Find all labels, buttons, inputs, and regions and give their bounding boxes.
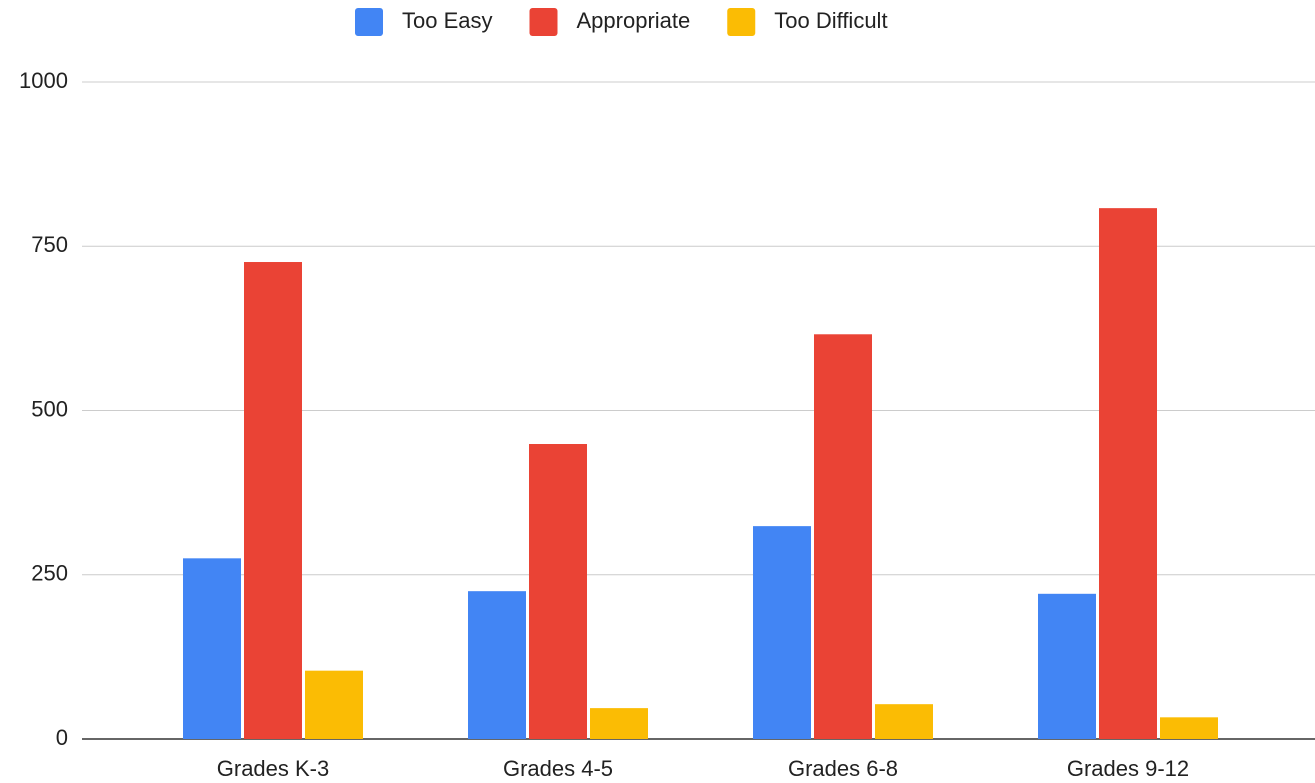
y-tick-label: 500 <box>31 396 68 421</box>
bar <box>468 591 526 739</box>
bar <box>590 708 648 739</box>
bar <box>1099 208 1157 740</box>
x-tick-label: Grades 6-8 <box>788 756 898 781</box>
bar <box>814 334 872 739</box>
legend-label: Appropriate <box>577 8 691 33</box>
bar <box>244 262 302 739</box>
bar <box>753 526 811 739</box>
legend-label: Too Easy <box>402 8 493 33</box>
bar <box>875 704 933 739</box>
bar <box>305 670 363 739</box>
legend-swatch <box>727 8 756 36</box>
legend-label: Too Difficult <box>774 8 887 33</box>
y-tick-label: 1000 <box>19 68 68 93</box>
x-tick-label: Grades K-3 <box>217 756 330 781</box>
bar <box>1160 717 1218 739</box>
x-tick-label: Grades 4-5 <box>503 756 613 781</box>
legend-swatch <box>355 8 383 36</box>
y-tick-label: 250 <box>31 561 68 586</box>
bar <box>183 558 241 739</box>
bar <box>1038 593 1096 739</box>
bar <box>529 444 587 739</box>
legend-swatch <box>529 8 558 36</box>
y-tick-label: 750 <box>31 232 68 257</box>
y-tick-label: 0 <box>56 725 68 750</box>
x-tick-label: Grades 9-12 <box>1067 756 1189 781</box>
